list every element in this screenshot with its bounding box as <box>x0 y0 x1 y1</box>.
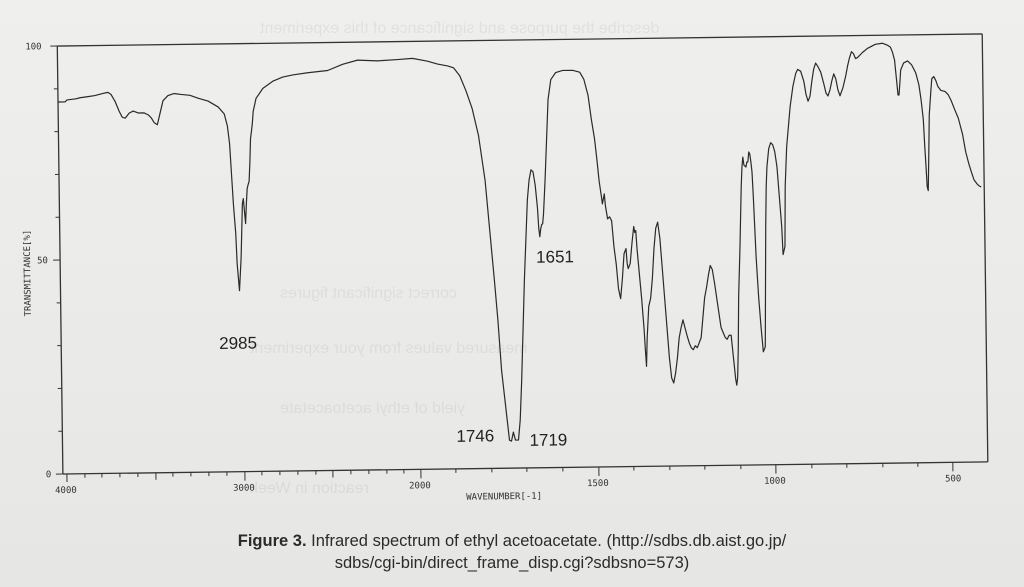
x-tick-4000: 4000 <box>55 486 77 496</box>
caption-line-2: sdbs/cgi-bin/direct_frame_disp.cgi?sdbsn… <box>334 554 690 572</box>
x-tick-3000: 3000 <box>233 483 255 493</box>
x-tick-500: 500 <box>945 474 961 484</box>
y-tick-50: 50 <box>37 256 48 266</box>
x-tick-2000: 2000 <box>409 481 431 491</box>
peak-label-1651: 1651 <box>536 247 574 266</box>
peak-label-2985: 2985 <box>219 333 257 352</box>
peak-label-1746: 1746 <box>456 426 494 445</box>
y-axis-ticks <box>50 45 63 475</box>
caption-text: Infrared spectrum of ethyl acetoacetate.… <box>306 532 787 550</box>
x-tick-1500: 1500 <box>587 479 609 489</box>
plot-frame <box>56 33 989 475</box>
figure-caption: Figure 3. Infrared spectrum of ethyl ace… <box>0 530 1024 574</box>
y-tick-100: 100 <box>25 42 41 52</box>
figure-number: Figure 3. <box>237 532 307 550</box>
spectrum-trace <box>58 42 982 442</box>
x-tick-1000: 1000 <box>764 477 786 487</box>
y-axis-label: TRANSMITTANCE[%] <box>23 230 34 317</box>
caption-line-1: Figure 3. Infrared spectrum of ethyl ace… <box>0 530 1024 552</box>
x-axis-ticks <box>66 462 954 482</box>
x-axis-label: WAVENUMBER[-1] <box>466 492 542 503</box>
peak-label-1719: 1719 <box>529 430 567 449</box>
y-tick-0: 0 <box>46 470 52 480</box>
ir-spectrum-chart: 100 50 0 4000 3000 2000 1500 1000 500 WA… <box>23 33 989 503</box>
